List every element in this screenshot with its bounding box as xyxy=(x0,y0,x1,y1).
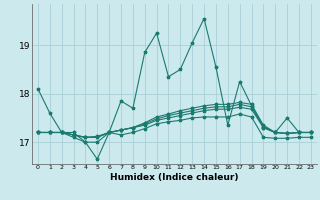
X-axis label: Humidex (Indice chaleur): Humidex (Indice chaleur) xyxy=(110,173,239,182)
